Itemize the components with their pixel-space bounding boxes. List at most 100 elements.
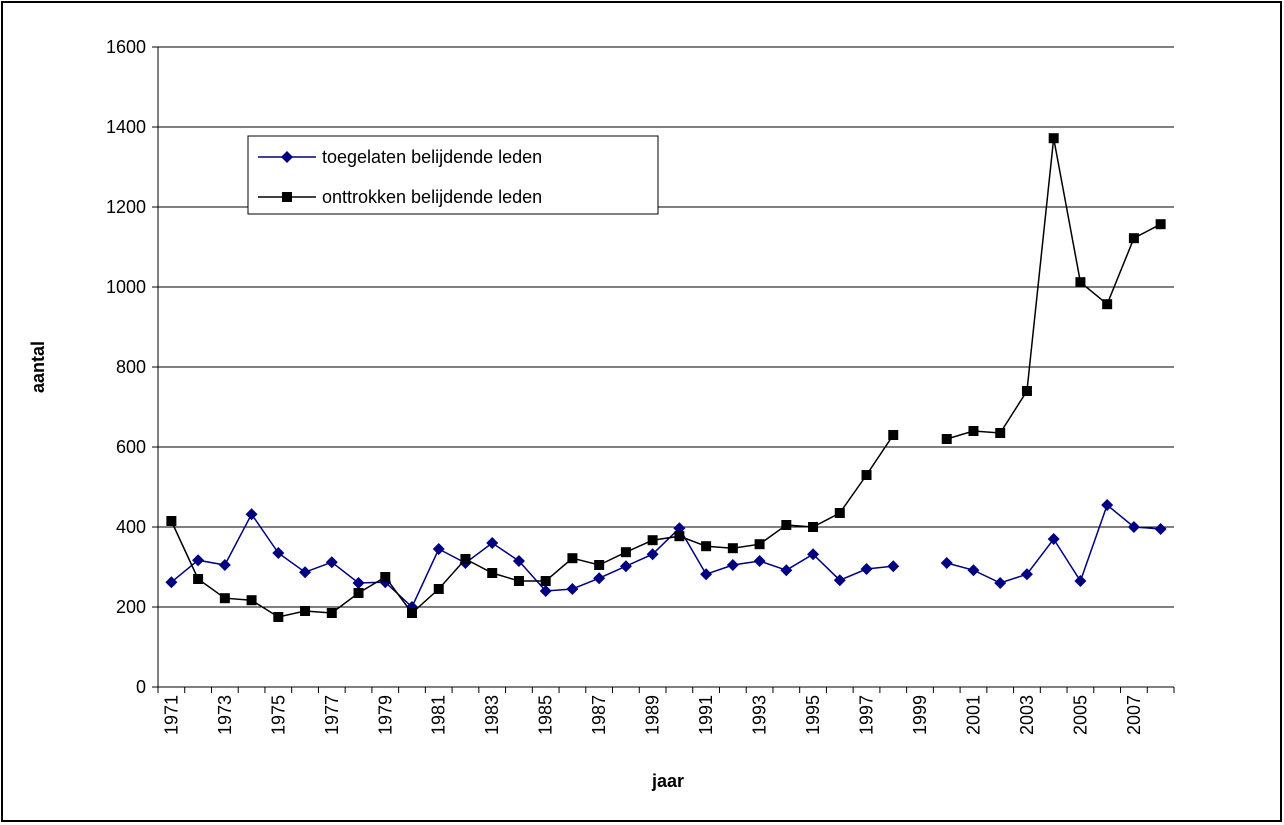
data-point bbox=[727, 543, 738, 554]
data-point bbox=[861, 470, 872, 480]
data-point bbox=[1020, 568, 1033, 581]
data-point bbox=[193, 574, 204, 584]
y-tick-label: 0 bbox=[136, 677, 146, 697]
x-axis-title: jaar bbox=[651, 771, 684, 791]
y-tick-label: 800 bbox=[116, 357, 146, 377]
data-point bbox=[701, 541, 712, 552]
x-tick-label: 1989 bbox=[643, 695, 663, 735]
data-point bbox=[887, 560, 900, 573]
y-tick-label: 1400 bbox=[106, 117, 146, 137]
data-point bbox=[781, 520, 792, 530]
y-tick-label: 1600 bbox=[106, 37, 146, 57]
data-point bbox=[780, 564, 793, 577]
data-point bbox=[566, 583, 579, 595]
x-tick-label: 1973 bbox=[215, 695, 235, 735]
data-point bbox=[647, 535, 658, 546]
data-point bbox=[994, 577, 1007, 589]
data-point bbox=[754, 539, 765, 550]
data-point bbox=[1102, 299, 1113, 310]
data-point bbox=[753, 555, 766, 567]
x-tick-label: 1985 bbox=[536, 695, 556, 735]
data-point bbox=[834, 508, 845, 518]
data-point bbox=[1154, 523, 1167, 535]
data-point bbox=[218, 559, 231, 571]
y-tick-label: 400 bbox=[116, 517, 146, 537]
x-tick-label: 1975 bbox=[268, 695, 288, 735]
legend-box bbox=[247, 135, 659, 215]
data-point bbox=[888, 430, 899, 440]
data-point bbox=[352, 577, 365, 589]
x-tick-label: 1999 bbox=[910, 695, 930, 735]
y-tick-label: 1000 bbox=[106, 277, 146, 297]
data-point bbox=[380, 572, 391, 582]
data-point bbox=[219, 593, 230, 604]
x-tick-label: 1987 bbox=[589, 695, 609, 735]
data-point bbox=[245, 508, 258, 521]
data-point bbox=[1075, 277, 1086, 288]
data-point bbox=[166, 516, 177, 526]
data-point bbox=[165, 576, 178, 589]
data-point bbox=[432, 543, 445, 555]
x-tick-label: 1983 bbox=[482, 695, 502, 735]
x-tick-label: 1991 bbox=[696, 695, 716, 735]
data-point bbox=[619, 560, 632, 573]
x-tick-label: 1993 bbox=[750, 695, 770, 735]
data-point bbox=[540, 576, 551, 586]
x-tick-label: 1977 bbox=[322, 695, 342, 735]
y-tick-label: 600 bbox=[116, 437, 146, 457]
data-point bbox=[941, 434, 952, 444]
data-point bbox=[300, 606, 311, 616]
x-tick-label: 2005 bbox=[1070, 695, 1090, 735]
data-point bbox=[1127, 521, 1140, 533]
data-point bbox=[512, 555, 525, 567]
data-point bbox=[968, 426, 979, 436]
data-point bbox=[860, 563, 873, 575]
data-point bbox=[246, 595, 257, 606]
data-point bbox=[995, 428, 1006, 438]
data-point bbox=[808, 522, 819, 532]
data-point bbox=[1128, 233, 1139, 244]
data-point bbox=[807, 548, 820, 561]
data-point bbox=[325, 556, 338, 569]
legend-label: onttrokken belijdende leden bbox=[322, 187, 542, 207]
data-point bbox=[299, 566, 312, 579]
data-point bbox=[567, 553, 578, 564]
x-tick-label: 1981 bbox=[429, 695, 449, 735]
data-point bbox=[433, 584, 444, 594]
data-point bbox=[594, 560, 605, 570]
y-tick-label: 1200 bbox=[106, 197, 146, 217]
data-point bbox=[646, 548, 659, 561]
data-point bbox=[460, 554, 471, 564]
data-point bbox=[833, 574, 846, 587]
data-point bbox=[192, 554, 205, 567]
x-tick-label: 2001 bbox=[963, 695, 983, 735]
data-point bbox=[726, 559, 739, 571]
legend-marker bbox=[282, 192, 292, 202]
data-point bbox=[487, 568, 498, 578]
data-point bbox=[486, 537, 499, 549]
data-point bbox=[674, 531, 685, 542]
data-point bbox=[407, 608, 417, 618]
data-point bbox=[620, 547, 631, 558]
y-tick-label: 200 bbox=[116, 597, 146, 617]
x-tick-label: 2003 bbox=[1017, 695, 1037, 735]
legend: toegelaten belijdende leden onttrokken be… bbox=[247, 135, 659, 215]
data-point bbox=[940, 557, 953, 569]
data-point bbox=[273, 612, 284, 622]
data-point bbox=[513, 576, 524, 586]
data-point bbox=[1047, 533, 1060, 545]
y-axis-title: aantal bbox=[28, 341, 48, 393]
data-point bbox=[326, 608, 337, 618]
legend-label: toegelaten belijdende leden bbox=[322, 147, 542, 167]
x-tick-label: 2007 bbox=[1124, 695, 1144, 735]
data-point bbox=[272, 547, 285, 559]
data-point bbox=[1021, 386, 1032, 396]
data-point bbox=[593, 572, 606, 585]
data-point bbox=[967, 564, 980, 577]
x-tick-label: 1995 bbox=[803, 695, 823, 735]
data-point bbox=[1074, 575, 1087, 587]
data-point bbox=[700, 568, 713, 581]
x-tick-label: 1997 bbox=[857, 695, 877, 735]
